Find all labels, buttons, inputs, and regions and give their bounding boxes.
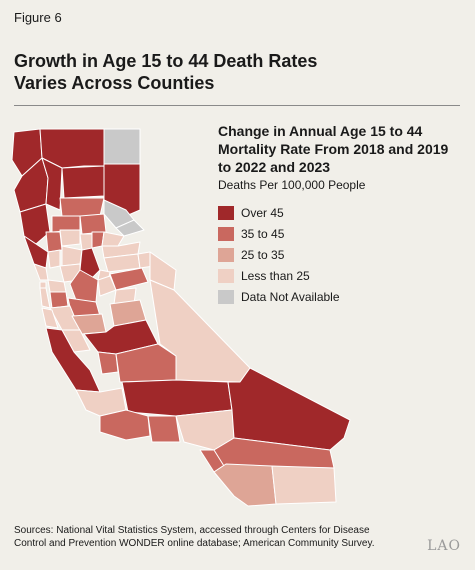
county-nevada bbox=[101, 231, 125, 247]
county-kings bbox=[97, 351, 119, 375]
county-modoc bbox=[103, 128, 141, 165]
county-riverside bbox=[213, 437, 335, 469]
county-colusa bbox=[59, 229, 81, 247]
county-kern bbox=[121, 379, 233, 417]
sources-line-1: Sources: National Vital Statistics Syste… bbox=[14, 525, 370, 536]
county-napa bbox=[47, 249, 61, 269]
title-divider bbox=[14, 105, 460, 106]
legend-title-line-1: Change in Annual Age 15 to 44 bbox=[218, 123, 423, 139]
chart-title: Growth in Age 15 to 44 Death Rates Varie… bbox=[14, 50, 454, 94]
legend-swatch bbox=[218, 247, 234, 262]
county-shasta bbox=[61, 165, 105, 199]
legend-item-35-to-45: 35 to 45 bbox=[218, 223, 468, 244]
county-sutter bbox=[79, 233, 93, 251]
county-lake bbox=[45, 231, 63, 253]
legend-item-label: Data Not Available bbox=[241, 289, 340, 304]
legend-swatch bbox=[218, 226, 234, 241]
legend-title-line-3: to 2022 and 2023 bbox=[218, 159, 331, 175]
county-monterey bbox=[45, 327, 101, 393]
title-line-2: Varies Across Counties bbox=[14, 73, 215, 93]
county-contra-costa bbox=[47, 279, 67, 293]
county-san-mateo bbox=[39, 287, 51, 309]
legend-swatch bbox=[218, 268, 234, 283]
county-placer bbox=[101, 241, 141, 259]
legend-subtitle: Deaths Per 100,000 People bbox=[218, 178, 366, 192]
legend-swatch bbox=[218, 205, 234, 220]
county-alameda bbox=[49, 291, 69, 309]
legend-item-not-available: Data Not Available bbox=[218, 286, 468, 307]
map-legend: Change in Annual Age 15 to 44 Mortality … bbox=[218, 122, 468, 307]
legend-item-label: 35 to 45 bbox=[241, 226, 285, 241]
county-santa-cruz bbox=[41, 307, 59, 329]
county-butte bbox=[79, 213, 107, 235]
county-lassen bbox=[103, 163, 141, 217]
lao-logo: LAO bbox=[427, 538, 461, 554]
legend-item-less-than-25: Less than 25 bbox=[218, 265, 468, 286]
sources-line-2: Control and Prevention WONDER online dat… bbox=[14, 538, 375, 549]
title-line-1: Growth in Age 15 to 44 Death Rates bbox=[14, 51, 318, 71]
legend-swatch bbox=[218, 289, 234, 304]
legend-item-label: Less than 25 bbox=[241, 268, 310, 283]
county-san-francisco bbox=[39, 281, 47, 289]
county-mendocino bbox=[19, 203, 51, 245]
county-trinity bbox=[41, 157, 63, 211]
county-san-diego bbox=[213, 463, 277, 507]
sources-note: Sources: National Vital Statistics Syste… bbox=[14, 524, 394, 550]
legend-item-25-to-35: 25 to 35 bbox=[218, 244, 468, 265]
figure-label: Figure 6 bbox=[14, 10, 62, 25]
county-yolo bbox=[61, 245, 83, 267]
county-imperial bbox=[271, 465, 337, 505]
legend-item-label: Over 45 bbox=[241, 205, 284, 220]
county-ventura bbox=[147, 415, 181, 443]
county-sierra bbox=[115, 219, 145, 237]
legend-title: Change in Annual Age 15 to 44 Mortality … bbox=[218, 122, 468, 176]
legend-item-over-45: Over 45 bbox=[218, 202, 468, 223]
legend-title-line-2: Mortality Rate From 2018 and 2019 bbox=[218, 141, 449, 157]
california-county-map bbox=[11, 128, 351, 507]
county-san-bernardino bbox=[227, 367, 351, 451]
county-santa-barbara bbox=[99, 409, 151, 441]
legend-list: Over 45 35 to 45 25 to 35 Less than 25 D… bbox=[218, 202, 468, 307]
county-tehama bbox=[59, 197, 105, 217]
county-tuolumne bbox=[109, 267, 149, 291]
legend-item-label: 25 to 35 bbox=[241, 247, 285, 262]
